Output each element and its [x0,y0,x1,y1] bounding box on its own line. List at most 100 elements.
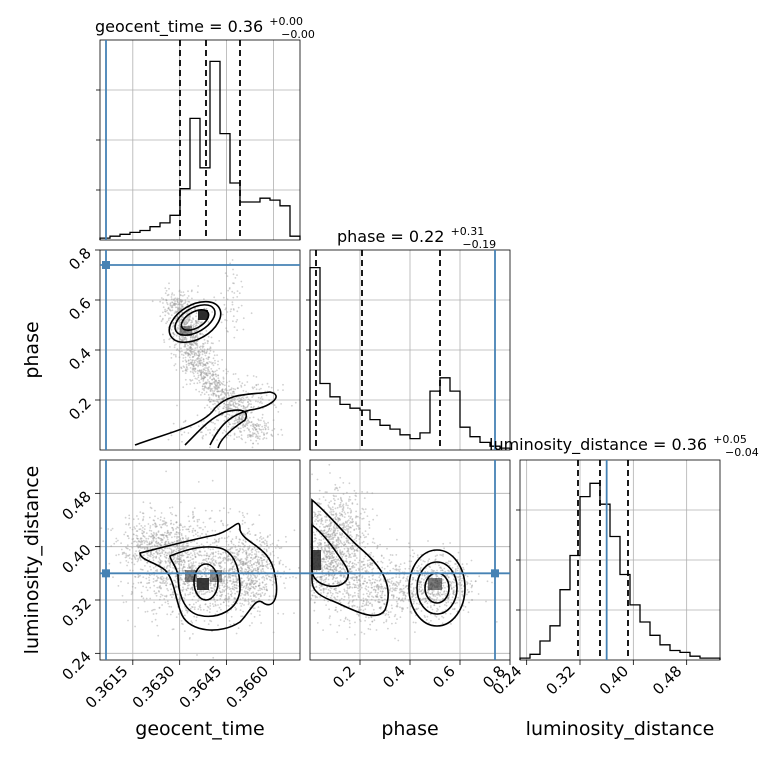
sample-dot [256,422,258,425]
sample-dot [201,437,204,440]
sample-dot [171,513,174,516]
sample-dot [458,579,461,582]
sample-dot [368,579,370,581]
sample-dot [172,325,174,328]
sample-dot [252,569,255,572]
sample-dot [180,574,183,576]
sample-dot [257,442,259,445]
sample-dot [349,622,351,625]
sample-dot [153,533,156,535]
sample-dot [426,602,429,605]
sample-dot [252,579,255,582]
sample-dot [190,348,193,351]
sample-dot [260,556,262,559]
sample-dot [166,294,169,297]
sample-dot [260,544,263,547]
sample-dot [221,389,224,391]
sample-dot [166,536,169,539]
sample-dot [146,548,149,550]
sample-dot [266,589,268,592]
sample-dot [194,556,197,559]
sample-dot [258,584,260,587]
sample-dot [149,553,152,556]
sample-dot [214,561,217,563]
sample-dot [255,384,258,386]
sample-dot [371,578,374,580]
sample-dot [239,594,242,597]
sample-dot [246,374,249,377]
sample-dot [233,597,236,600]
sample-dot [191,606,193,608]
sample-dot [237,421,239,424]
sample-dot [262,555,265,558]
sample-dot [146,561,149,564]
sample-dot [182,354,185,357]
sample-dot [334,507,337,510]
sample-dot [181,299,184,302]
sample-dot [203,377,205,379]
sample-dot [412,602,415,605]
sample-dot [248,420,250,423]
sample-dot [217,374,220,377]
sample-dot [165,580,167,583]
sample-dot [172,322,175,324]
sample-dot [242,404,245,407]
sample-dot [276,570,279,573]
sample-dot [225,372,228,375]
sample-dot [174,586,177,589]
sample-dot [150,550,152,553]
sample-dot [355,557,358,559]
sample-dot [243,570,246,573]
sample-dot [444,612,447,615]
sample-dot [198,369,201,372]
sample-dot [204,342,207,344]
sample-dot [192,512,194,514]
sample-dot [242,426,245,429]
sample-dot [262,428,265,431]
sample-dot [180,367,183,370]
sample-dot [240,560,243,563]
sample-dot [194,606,196,609]
sample-dot [214,603,217,606]
sample-dot [209,543,212,546]
sample-dot [259,400,262,403]
sample-dot [410,560,413,563]
sample-dot [254,582,257,584]
sample-dot [214,394,217,397]
sample-dot [135,550,138,552]
sample-dot [174,514,177,517]
sample-dot [142,516,145,518]
sample-dot [244,533,246,536]
sample-dot [228,597,231,600]
sample-dot [280,546,283,549]
sample-dot [214,383,217,386]
sample-dot [205,374,208,377]
sample-dot [278,547,281,550]
sample-dot [341,500,343,502]
sample-dot [257,606,260,608]
sample-dot [217,401,220,403]
sample-dot [183,597,186,600]
sample-dot [411,579,414,581]
sample-dot [261,588,263,591]
sample-dot [215,540,217,543]
sample-dot [213,599,216,601]
sample-dot [186,303,189,306]
sample-dot [126,544,129,547]
sample-dot [208,385,211,387]
sample-dot [369,582,372,584]
sample-dot [247,570,250,573]
sample-dot [248,602,250,604]
sample-dot [179,548,182,551]
sample-dot [160,537,163,540]
sample-dot [128,522,131,525]
sample-dot [262,575,265,578]
sample-dot [254,427,256,429]
sample-dot [364,577,366,580]
sample-dot [241,414,244,417]
sample-dot [163,517,166,520]
sample-dot [210,582,212,585]
sample-dot [158,537,161,540]
sample-dot [215,540,218,543]
sample-dot [443,590,446,593]
